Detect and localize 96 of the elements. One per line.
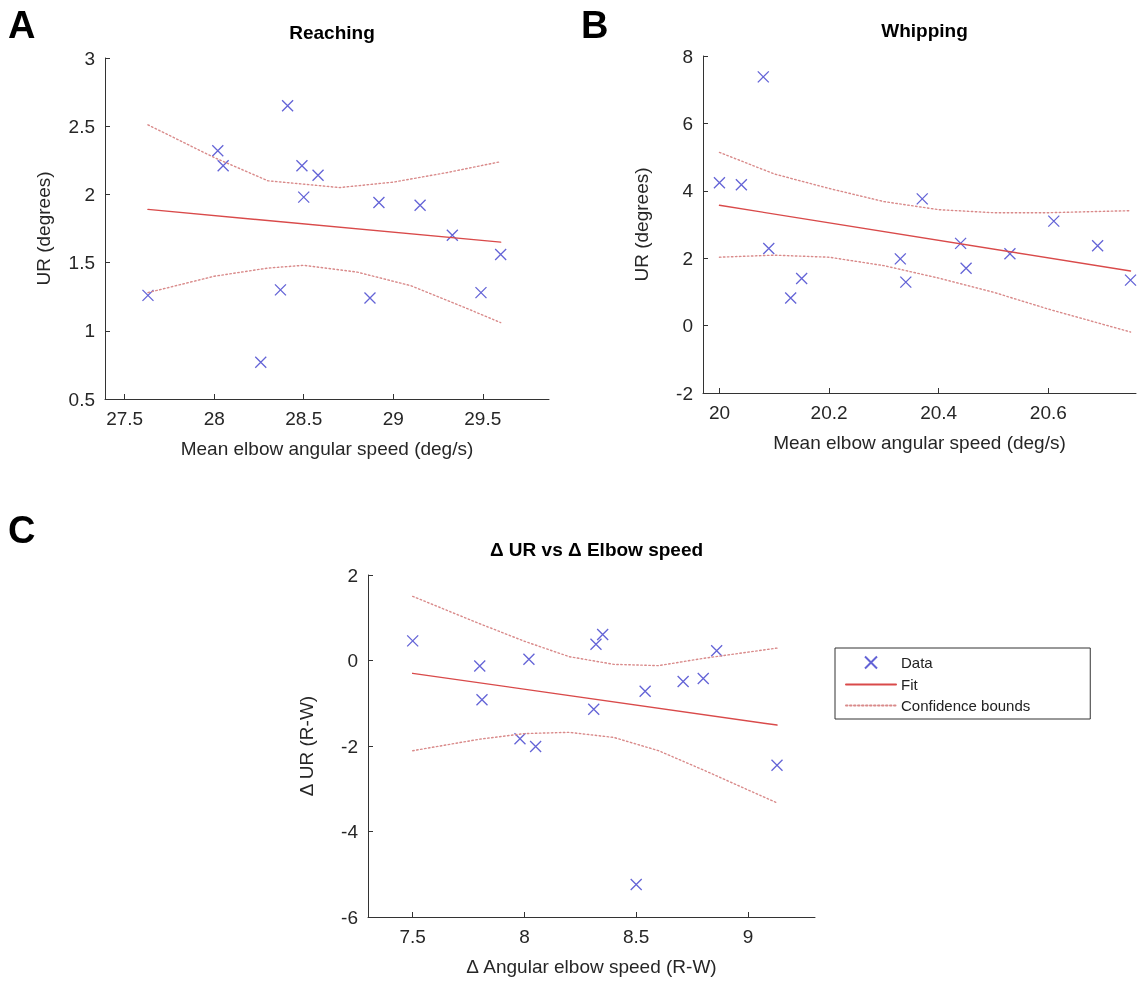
y-tick-label: -4 <box>341 821 359 842</box>
y-axis-title: UR (degrees) <box>631 167 652 282</box>
point <box>589 638 603 651</box>
point <box>522 653 536 666</box>
point <box>1003 247 1017 260</box>
x-tick-label: 20.2 <box>810 402 848 423</box>
y-tick-label: 1.5 <box>68 252 95 274</box>
y-tick-label: 2.5 <box>68 115 95 137</box>
point <box>363 291 377 305</box>
line-series <box>412 595 778 667</box>
x-tick-label: 29 <box>382 408 404 429</box>
y-tick-label: -2 <box>341 735 358 757</box>
y-tick-label: 2 <box>347 564 358 586</box>
point <box>710 644 723 657</box>
legend-label: Confidence bounds <box>901 697 1031 714</box>
y-tick-label: 2 <box>682 247 693 269</box>
point <box>916 192 929 206</box>
x-tick-label: 8.5 <box>622 926 650 947</box>
point <box>475 693 489 706</box>
point <box>713 176 726 189</box>
point <box>413 199 427 212</box>
point <box>954 237 967 250</box>
point <box>630 878 643 891</box>
x-tick-label: 29.5 <box>464 408 502 429</box>
y-tick-label: 3 <box>84 47 95 69</box>
x-tick-label: 9 <box>742 926 754 947</box>
x-tick-label: 20.6 <box>1029 402 1067 423</box>
point <box>1124 273 1137 287</box>
line-series <box>412 731 778 804</box>
point <box>473 659 486 673</box>
y-tick-label: -6 <box>341 906 358 928</box>
y-tick-label: 1 <box>84 320 95 342</box>
y-tick-label: 0 <box>347 650 358 671</box>
y-tick-label: 6 <box>682 112 693 134</box>
text: A <box>8 4 36 46</box>
x-tick-label: 28.5 <box>285 408 323 429</box>
x-tick-label: 28 <box>203 408 225 429</box>
point <box>795 272 808 285</box>
point <box>211 144 224 157</box>
line-series <box>718 254 1132 333</box>
point <box>295 159 309 172</box>
y-axis-title: Δ UR (R-W) <box>296 695 317 797</box>
point <box>770 759 784 772</box>
x-axis-title: Δ Angular elbow speed (R-W) <box>466 956 717 977</box>
point <box>757 70 770 84</box>
point <box>217 159 230 172</box>
x-tick-label: 7.5 <box>399 926 426 947</box>
point <box>762 242 775 255</box>
point <box>676 675 690 688</box>
line-series <box>147 124 502 189</box>
x-tick-label: 20 <box>708 402 731 423</box>
x-tick-label: 27.5 <box>106 408 144 429</box>
point <box>1091 239 1104 252</box>
x-axis-title: Mean elbow angular speed (deg/s) <box>180 438 474 459</box>
point <box>406 634 419 647</box>
point <box>274 283 287 297</box>
point <box>494 248 507 261</box>
y-tick-label: 0 <box>682 315 693 337</box>
point <box>311 169 325 182</box>
point <box>297 190 310 204</box>
y-tick-label: 8 <box>682 45 693 67</box>
point <box>372 196 386 209</box>
text: C <box>8 509 36 551</box>
chart-title: Δ UR vs Δ Elbow speed <box>489 539 704 560</box>
y-tick-label: 2 <box>84 183 95 205</box>
point <box>474 286 488 299</box>
line-series <box>147 264 502 324</box>
point <box>899 275 912 289</box>
y-tick-label: -2 <box>676 382 693 404</box>
x-tick-label: 20.4 <box>920 402 958 423</box>
point <box>596 628 609 641</box>
y-axis-title: UR (degrees) <box>33 171 54 286</box>
x-tick-label: 8 <box>519 926 530 947</box>
point <box>254 356 267 369</box>
point <box>638 685 652 698</box>
y-tick-label: 4 <box>682 180 694 202</box>
text: B <box>581 4 609 46</box>
point <box>959 262 973 275</box>
point <box>446 229 459 242</box>
point <box>784 291 797 305</box>
line-series <box>718 151 1132 214</box>
x-axis-title: Mean elbow angular speed (deg/s) <box>773 432 1066 453</box>
point <box>281 99 294 112</box>
point <box>697 672 710 685</box>
legend-label: Data <box>901 654 934 671</box>
point <box>141 289 155 302</box>
chart-title: Reaching <box>289 22 375 43</box>
point <box>894 252 907 266</box>
point <box>1047 214 1060 228</box>
point <box>529 740 542 753</box>
point <box>587 703 600 716</box>
chart-title: Whipping <box>881 20 968 41</box>
legend-label: Fit <box>901 676 919 693</box>
y-tick-label: 0.5 <box>68 388 95 410</box>
point <box>735 178 748 191</box>
point <box>513 732 527 745</box>
